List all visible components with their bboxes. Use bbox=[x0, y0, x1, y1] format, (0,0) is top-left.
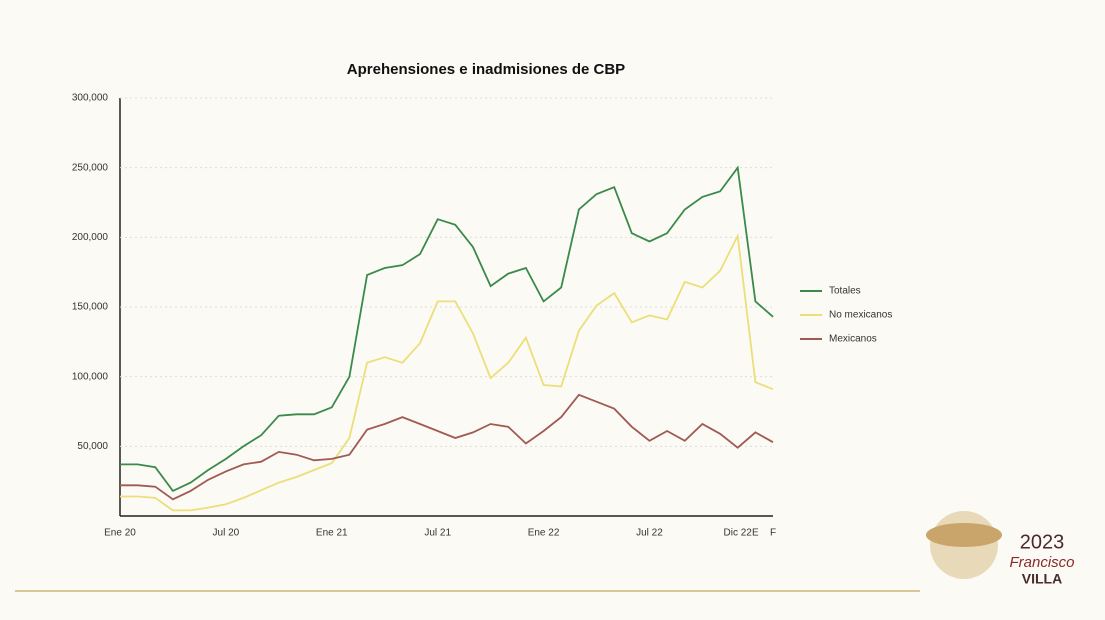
y-tick-label: 100,000 bbox=[72, 371, 109, 382]
x-tick-label: Jul 20 bbox=[213, 528, 240, 539]
logo-name: Francisco bbox=[1009, 554, 1074, 571]
x-tick-label: E bbox=[752, 528, 759, 539]
y-tick-label: 200,000 bbox=[72, 232, 109, 243]
logo-hat bbox=[926, 523, 1002, 547]
y-tick-label: 300,000 bbox=[72, 93, 109, 104]
x-tick-label: Ene 21 bbox=[316, 528, 348, 539]
series-line bbox=[120, 393, 774, 501]
legend-label: Mexicanos bbox=[829, 334, 877, 345]
x-tick-label: Jul 21 bbox=[424, 528, 451, 539]
logo-surname: VILLA bbox=[1022, 571, 1062, 587]
y-tick-label: 50,000 bbox=[77, 441, 108, 452]
x-tick-label: Ene 20 bbox=[104, 528, 136, 539]
y-tick-label: 250,000 bbox=[72, 162, 109, 173]
logo: 2023 Francisco VILLA bbox=[926, 511, 1075, 587]
x-tick-label: Dic 22 bbox=[724, 528, 753, 539]
x-tick-label: Jul 22 bbox=[636, 528, 663, 539]
x-tick-label: F bbox=[770, 528, 776, 539]
series-line bbox=[120, 232, 774, 512]
y-tick-label: 150,000 bbox=[72, 302, 109, 313]
series-line bbox=[120, 165, 774, 493]
logo-year: 2023 bbox=[1020, 531, 1065, 553]
legend-label: Totales bbox=[829, 286, 861, 297]
chart-title: Aprehensiones e inadmisiones de CBP bbox=[347, 61, 625, 78]
legend-label: No mexicanos bbox=[829, 310, 892, 321]
x-tick-label: Ene 22 bbox=[528, 528, 560, 539]
